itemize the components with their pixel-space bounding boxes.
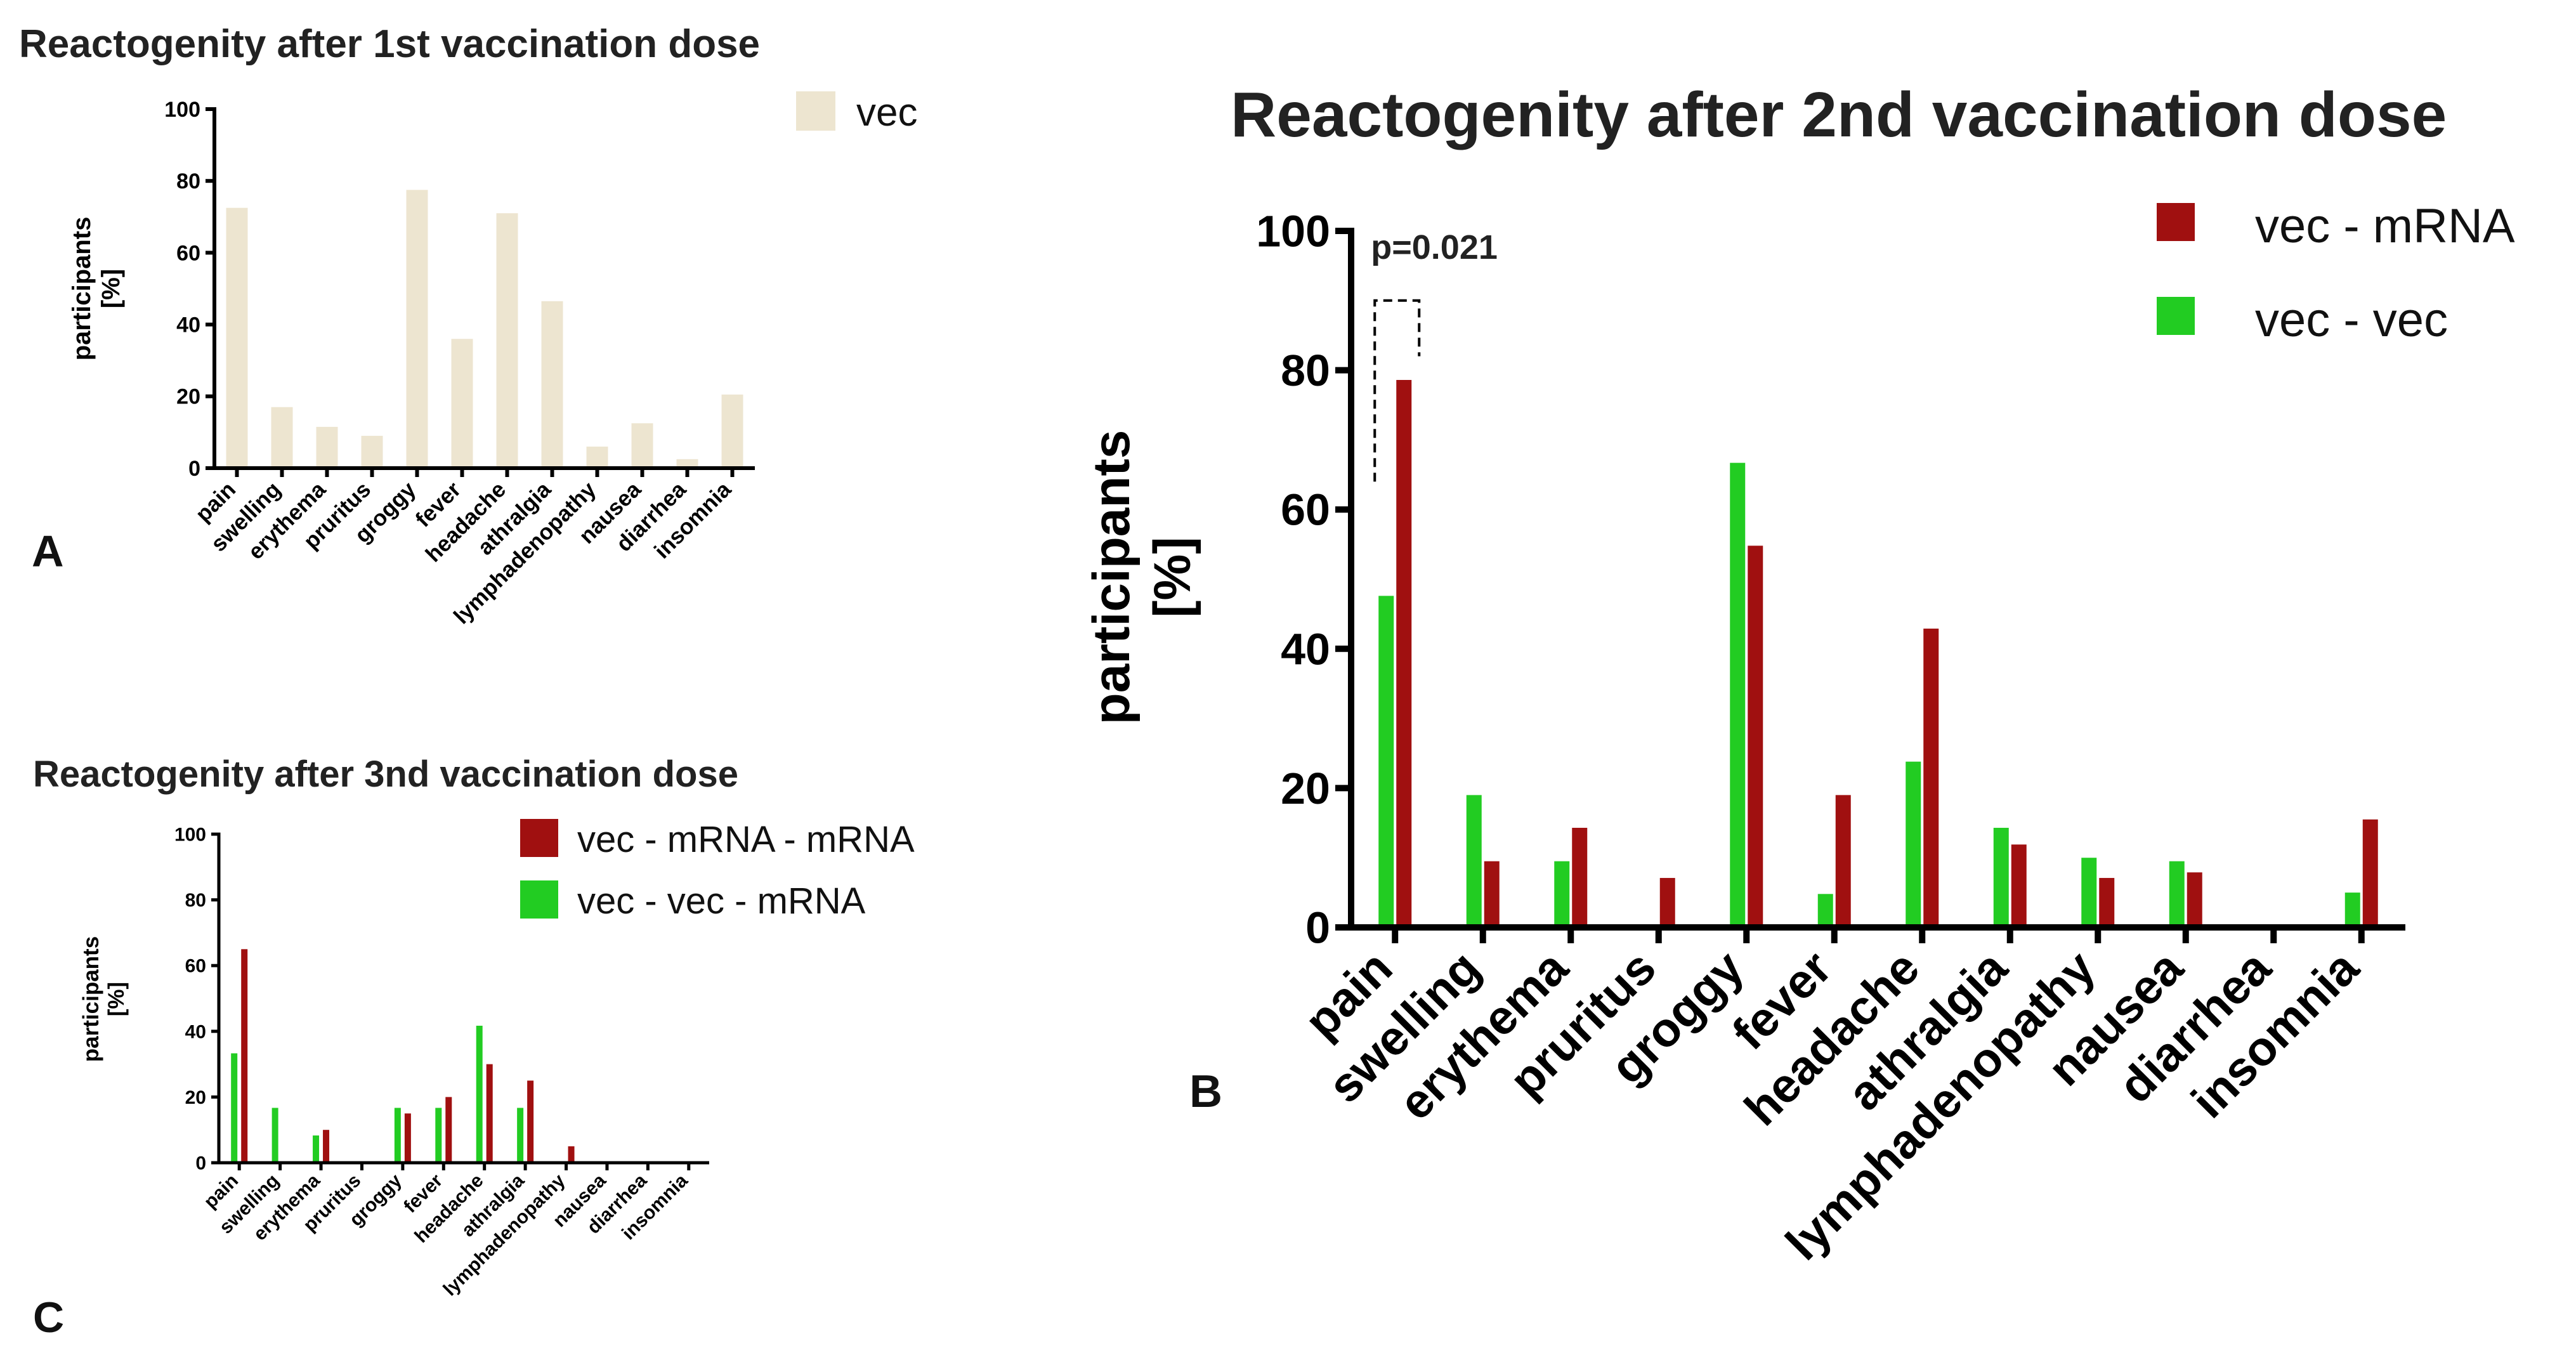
bar-c-vec-mRNA-mRNA-erythema (323, 1130, 330, 1163)
panel-letter-a: A (32, 527, 64, 576)
y-tick-label-a: 0 (188, 457, 200, 481)
bar-b-vec-vec-lymphadenopathy (2081, 858, 2097, 927)
chart-title-b: Reactogenity after 2nd vaccination dose (1231, 79, 2447, 150)
y-tick-label-a: 40 (176, 313, 200, 337)
bar-a-vec-headache (496, 213, 518, 468)
bar-b-vec-vec-groggy (1730, 462, 1746, 927)
y-axis-title-a: [%] (97, 269, 125, 308)
bar-b-vec-mRNA-pain (1396, 379, 1412, 927)
legend-label-c: vec - vec - mRNA (577, 880, 866, 922)
legend-label-b: vec - mRNA (2255, 199, 2515, 253)
bar-b-vec-mRNA-fever (1835, 795, 1851, 927)
bar-c-vec-mRNA-mRNA-athralgia (527, 1080, 534, 1163)
y-tick-label-c: 40 (185, 1021, 206, 1042)
y-tick-label-c: 80 (185, 890, 206, 911)
bar-c-vec-mRNA-mRNA-fever (445, 1097, 452, 1163)
legend-swatch-c (520, 819, 558, 857)
bar-b-vec-mRNA-groggy (1748, 546, 1763, 927)
bar-a-vec-groggy (406, 190, 428, 468)
legend-swatch-b (2157, 297, 2195, 335)
bar-c-vec-vec-mRNA-fever (435, 1108, 442, 1163)
bar-b-vec-mRNA-athralgia (2011, 844, 2027, 927)
bar-c-vec-vec-mRNA-athralgia (517, 1108, 524, 1163)
legend-swatch-c (520, 880, 558, 919)
bar-a-vec-insomnia (721, 394, 743, 468)
significance-bracket-b (1373, 299, 1421, 482)
bar-b-vec-mRNA-insomnia (2362, 819, 2378, 927)
bar-b-vec-mRNA-headache (1923, 628, 1939, 927)
bar-b-vec-vec-swelling (1466, 795, 1482, 927)
significance-label-b: p=0.021 (1371, 228, 1498, 266)
panel-letter-b: B (1189, 1066, 1222, 1117)
bar-b-vec-vec-fever (1817, 894, 1833, 927)
chart-panel-b: Reactogenity after 2nd vaccination dose 0… (1083, 79, 2515, 1271)
y-tick-label-b: 20 (1281, 764, 1330, 813)
y-tick-label-a: 60 (176, 241, 200, 265)
bar-b-vec-mRNA-nausea (2187, 872, 2202, 927)
bar-b-vec-mRNA-erythema (1572, 827, 1588, 927)
y-tick-label-c: 0 (195, 1153, 206, 1174)
panel-letter-c: C (33, 1293, 64, 1342)
bar-a-vec-erythema (316, 426, 338, 468)
y-tick-label-a: 100 (164, 98, 200, 122)
legend-swatch-b (2157, 203, 2195, 241)
bar-a-vec-diarrhea (676, 459, 698, 468)
y-tick-label-c: 60 (185, 956, 206, 977)
y-axis-title-c: [%] (104, 982, 129, 1016)
bar-c-vec-mRNA-mRNA-lymphadenopathy (568, 1146, 575, 1163)
bar-b-vec-vec-insomnia (2344, 893, 2360, 927)
bar-a-vec-pruritus (361, 436, 383, 468)
bar-b-vec-vec-erythema (1554, 861, 1570, 927)
y-tick-label-c: 100 (174, 825, 206, 846)
bar-a-vec-swelling (271, 407, 293, 468)
y-axis-title-b: participants (1083, 430, 1141, 725)
bar-a-vec-lymphadenopathy (586, 447, 608, 468)
y-axis-title-c: participants (79, 936, 103, 1062)
bar-a-vec-pain (226, 207, 248, 468)
y-tick-label-b: 40 (1281, 624, 1330, 674)
bar-a-vec-athralgia (541, 301, 563, 468)
bar-b-vec-vec-athralgia (1993, 827, 2009, 927)
bar-c-vec-mRNA-mRNA-headache (486, 1064, 493, 1163)
y-tick-label-b: 80 (1281, 346, 1330, 395)
y-tick-label-b: 100 (1256, 207, 1330, 256)
bar-c-vec-mRNA-mRNA-groggy (404, 1113, 411, 1163)
bar-c-vec-vec-mRNA-pain (231, 1053, 238, 1163)
bar-a-vec-nausea (631, 423, 653, 468)
y-tick-label-c: 20 (185, 1087, 206, 1108)
chart-title-a: Reactogenity after 1st vaccination dose (19, 22, 760, 66)
y-axis-title-a: participants (68, 217, 96, 361)
bar-c-vec-vec-mRNA-headache (476, 1025, 483, 1163)
y-tick-label-a: 20 (176, 385, 200, 409)
bar-b-vec-mRNA-swelling (1484, 861, 1500, 927)
legend-label-b: vec - vec (2255, 293, 2448, 347)
chart-panel-a: Reactogenity after 1st vaccination dose 0… (19, 22, 917, 629)
chart-panel-c: Reactogenity after 3nd vaccination dose 0… (33, 754, 915, 1342)
bar-b-vec-vec-nausea (2169, 861, 2185, 927)
bar-c-vec-vec-mRNA-swelling (271, 1108, 278, 1163)
bar-b-vec-vec-pain (1378, 596, 1394, 927)
bar-c-vec-vec-mRNA-erythema (313, 1135, 320, 1163)
chart-title-c: Reactogenity after 3nd vaccination dose (33, 754, 738, 795)
y-axis-title-b: [%] (1144, 537, 1201, 618)
bar-a-vec-fever (451, 339, 473, 468)
bar-c-vec-mRNA-mRNA-pain (241, 949, 248, 1163)
legend-label-c: vec - mRNA - mRNA (577, 819, 915, 860)
y-tick-label-a: 80 (176, 169, 200, 193)
bar-b-vec-mRNA-pruritus (1659, 878, 1675, 927)
y-tick-label-b: 60 (1281, 485, 1330, 535)
y-tick-label-b: 0 (1305, 903, 1330, 953)
legend-label-a: vec (856, 91, 917, 134)
bar-c-vec-vec-mRNA-groggy (394, 1108, 401, 1163)
legend-swatch-a (796, 91, 835, 131)
bar-b-vec-mRNA-lymphadenopathy (2099, 878, 2115, 927)
bar-b-vec-vec-headache (1906, 761, 1921, 927)
